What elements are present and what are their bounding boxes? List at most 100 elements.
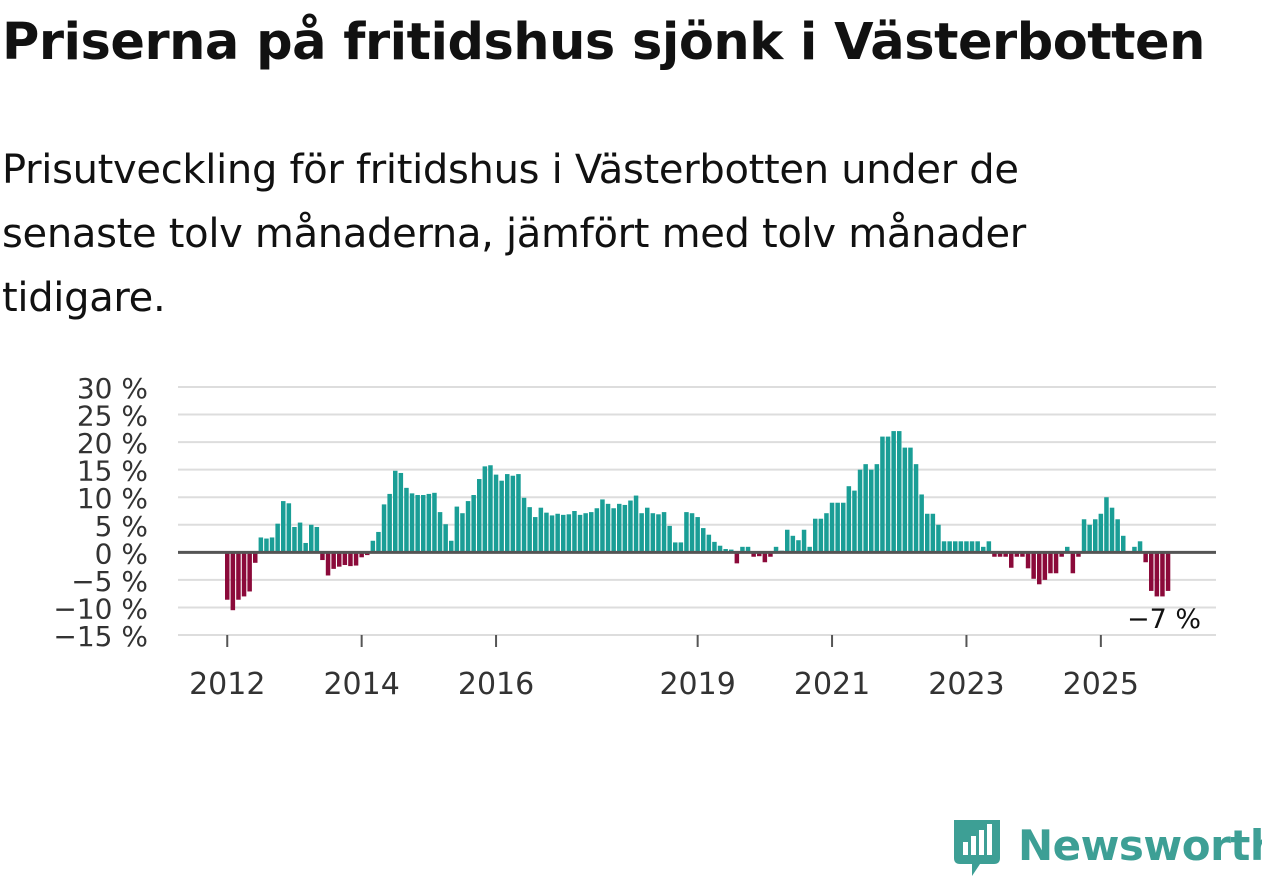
bar bbox=[342, 552, 348, 566]
bar bbox=[1042, 552, 1048, 580]
bar bbox=[617, 503, 622, 553]
bar bbox=[1149, 552, 1154, 591]
bar bbox=[297, 522, 303, 553]
bar bbox=[437, 512, 443, 553]
bar bbox=[488, 465, 493, 553]
y-axis-labels: 30 %25 %20 %15 %10 %5 %0 %−5 %−10 %−15 % bbox=[53, 372, 148, 653]
bar bbox=[1037, 552, 1042, 585]
bar bbox=[376, 531, 381, 553]
bar bbox=[230, 552, 236, 611]
bar bbox=[404, 487, 409, 553]
last-value-label: −7 % bbox=[1127, 604, 1201, 635]
bar bbox=[645, 507, 650, 553]
bar bbox=[695, 517, 700, 553]
bar bbox=[997, 552, 1003, 557]
bar bbox=[818, 518, 824, 553]
bar bbox=[1109, 507, 1115, 553]
bar bbox=[471, 495, 476, 553]
bar bbox=[925, 513, 930, 553]
bar bbox=[813, 518, 818, 553]
bar bbox=[482, 466, 488, 553]
bar bbox=[1160, 552, 1165, 597]
bar bbox=[264, 538, 269, 553]
bar bbox=[493, 474, 499, 553]
bar bbox=[611, 508, 616, 553]
bar bbox=[846, 486, 852, 553]
bar bbox=[919, 494, 924, 553]
x-tick-label: 2016 bbox=[458, 667, 534, 700]
bar bbox=[1098, 513, 1104, 553]
x-tick-label: 2019 bbox=[659, 667, 735, 700]
bar bbox=[589, 512, 594, 553]
bar bbox=[303, 542, 308, 553]
bar bbox=[381, 504, 387, 553]
bar bbox=[583, 513, 588, 553]
bar bbox=[1070, 552, 1076, 574]
bar bbox=[415, 495, 420, 553]
bar bbox=[348, 552, 353, 567]
chart-title: Priserna på fritidshus sjönk i Västerbot… bbox=[2, 13, 1205, 72]
bar bbox=[678, 542, 684, 553]
bar bbox=[505, 474, 510, 553]
bar bbox=[673, 542, 678, 553]
bar bbox=[538, 507, 544, 553]
bar bbox=[465, 501, 471, 553]
bar bbox=[443, 524, 448, 553]
bar bbox=[712, 541, 717, 553]
bar bbox=[1121, 535, 1126, 553]
bar bbox=[1104, 497, 1109, 553]
bar bbox=[577, 514, 583, 553]
bar bbox=[628, 500, 633, 553]
bar bbox=[409, 493, 415, 553]
logo-wordmark: Newsworthy bbox=[1018, 821, 1262, 870]
bar bbox=[353, 552, 359, 566]
bar bbox=[986, 541, 992, 553]
x-axis-labels: 2012 2014 2016 2019 2021 2023 2025 bbox=[189, 667, 1139, 700]
bar bbox=[605, 503, 611, 553]
bar bbox=[745, 546, 751, 553]
bar bbox=[958, 541, 964, 553]
y-tick-label: 20 % bbox=[77, 427, 148, 460]
bar bbox=[835, 502, 840, 553]
bar bbox=[902, 447, 908, 553]
bar bbox=[874, 464, 880, 553]
bar bbox=[773, 546, 779, 553]
bar bbox=[723, 549, 728, 553]
bar bbox=[1093, 519, 1098, 553]
bar bbox=[421, 495, 426, 553]
bar bbox=[717, 545, 723, 553]
bar bbox=[426, 493, 432, 553]
bar bbox=[880, 436, 885, 553]
bar bbox=[667, 525, 672, 553]
bar bbox=[1009, 552, 1014, 568]
bar bbox=[331, 552, 336, 569]
bar bbox=[969, 541, 975, 553]
bar bbox=[225, 552, 230, 600]
bar bbox=[460, 513, 465, 553]
bar bbox=[253, 552, 258, 563]
bar bbox=[387, 493, 392, 553]
bar bbox=[706, 534, 712, 553]
bar bbox=[1065, 546, 1070, 553]
bar bbox=[449, 540, 454, 553]
bar bbox=[286, 503, 292, 553]
bar bbox=[572, 511, 577, 553]
x-tick-label: 2023 bbox=[928, 667, 1004, 700]
bar bbox=[801, 529, 807, 553]
bar bbox=[314, 526, 320, 553]
bar bbox=[863, 464, 868, 553]
bar bbox=[633, 495, 639, 553]
bar bbox=[1165, 552, 1171, 591]
bar bbox=[751, 552, 756, 557]
bar bbox=[432, 492, 437, 553]
x-axis-ticks bbox=[226, 635, 1102, 647]
newsworthy-logo-icon bbox=[954, 820, 1000, 876]
bar bbox=[1053, 552, 1059, 574]
bar bbox=[247, 552, 252, 592]
y-tick-label: 25 % bbox=[77, 400, 148, 433]
y-tick-label: −15 % bbox=[53, 620, 148, 653]
bar bbox=[281, 501, 286, 553]
bar bbox=[1137, 541, 1143, 553]
bar bbox=[1081, 519, 1087, 553]
bars bbox=[225, 431, 1171, 611]
